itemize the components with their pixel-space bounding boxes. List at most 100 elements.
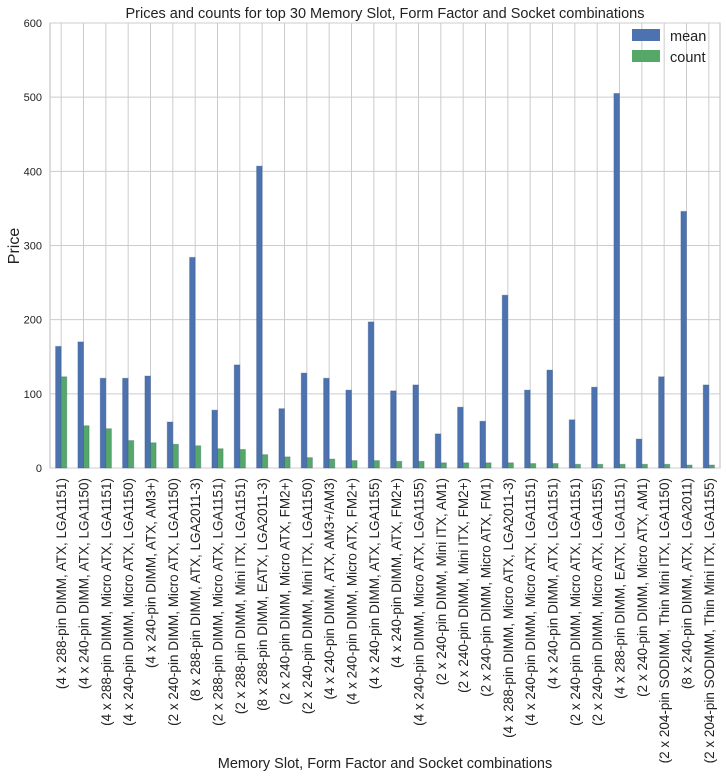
bar-mean xyxy=(55,345,62,469)
bar-count xyxy=(261,454,269,469)
x-tick-label: (2 x 288-pin DIMM, Micro ATX, LGA1151) xyxy=(211,478,226,726)
bar-mean xyxy=(591,386,598,469)
bar-mean xyxy=(702,384,710,469)
x-tick-label: (2 x 240-pin DIMM, Mini ITX, FM2+) xyxy=(456,478,471,693)
bar-count xyxy=(395,460,403,469)
bar-count xyxy=(507,462,514,469)
x-tick-label: (4 x 240-pin DIMM, Micro ATX, LGA1150) xyxy=(121,478,136,726)
x-tick-label: (2 x 288-pin DIMM, Mini ITX, LGA1151) xyxy=(233,478,248,714)
bar-count xyxy=(485,462,492,469)
x-tick-label: (4 x 240-pin DIMM, ATX, LGA1151) xyxy=(546,478,561,689)
y-tick-label: 400 xyxy=(24,166,42,178)
grid xyxy=(50,22,720,469)
bar-count xyxy=(306,457,313,469)
x-tick-label: (2 x 240-pin DIMM, Mini ITX, LGA1150) xyxy=(300,478,315,714)
bar-mean xyxy=(613,92,621,469)
x-tick-label: (2 x 240-pin DIMM, Mini ITX, AM1) xyxy=(434,478,449,685)
y-tick-label: 500 xyxy=(24,92,42,104)
x-tick-label: (4 x 288-pin DIMM, Micro ATX, LGA2011-3) xyxy=(501,478,516,738)
legend-label-count: count xyxy=(670,50,705,66)
bar-count xyxy=(373,460,380,469)
bar-count xyxy=(239,448,246,469)
bar-mean xyxy=(323,377,330,469)
bars xyxy=(55,92,715,469)
bar-count xyxy=(462,462,470,469)
bar-mean xyxy=(635,438,643,469)
y-tick-label: 100 xyxy=(24,389,42,401)
x-tick-label: (4 x 240-pin DIMM, ATX, AM3+) xyxy=(144,478,159,668)
y-axis-label: Price xyxy=(6,228,23,265)
x-tick-label: (2 x 240-pin DIMM, Micro ATX, LGA1150) xyxy=(166,478,181,726)
bar-count xyxy=(127,440,135,469)
bar-count xyxy=(83,425,90,469)
x-tick-label: (4 x 240-pin DIMM, ATX, AM3+/AM3) xyxy=(322,478,337,699)
x-tick-label: (4 x 240-pin DIMM, ATX, LGA1155) xyxy=(367,478,382,689)
bar-mean xyxy=(300,372,308,469)
x-tick-label: (4 x 288-pin DIMM, EATX, LGA1151) xyxy=(613,478,628,699)
bar-mean xyxy=(211,409,218,469)
bar-count xyxy=(172,443,179,469)
x-tick-label: (4 x 288-pin DIMM, ATX, LGA1151) xyxy=(54,478,69,689)
bar-mean xyxy=(166,421,174,469)
bar-mean xyxy=(256,165,263,469)
x-tick-label: (4 x 288-pin DIMM, Micro ATX, LGA1151) xyxy=(99,478,114,726)
x-tick-label: (4 x 240-pin DIMM, Micro ATX, FM2+) xyxy=(345,478,360,705)
x-tick-labels: (4 x 288-pin DIMM, ATX, LGA1151) (4 x 240… xyxy=(54,478,717,763)
bar-mean xyxy=(189,256,196,469)
bar-count xyxy=(619,463,626,469)
x-axis-label: Memory Slot, Form Factor and Socket comb… xyxy=(218,756,552,772)
x-tick-label: (2 x 240-pin DIMM, Micro ATX, FM2+) xyxy=(278,478,293,705)
bar-mean xyxy=(345,389,352,469)
legend-label-mean: mean xyxy=(670,29,706,45)
bar-mean xyxy=(524,389,531,469)
bar-count xyxy=(328,458,336,469)
legend: mean count xyxy=(632,29,706,66)
bar-mean xyxy=(546,369,554,469)
bar-mean xyxy=(457,406,464,469)
x-tick-label: (2 x 240-pin DIMM, Micro ATX, LGA1151) xyxy=(568,478,583,726)
bar-mean xyxy=(77,341,85,469)
bar-count xyxy=(60,376,68,469)
bar-count xyxy=(641,463,648,469)
bar-mean xyxy=(367,321,375,469)
x-tick-label: (4 x 240-pin DIMM, ATX, LGA1150) xyxy=(77,478,92,689)
bar-mean xyxy=(144,375,151,469)
bar-mean xyxy=(412,384,419,469)
bar-mean xyxy=(434,433,442,469)
y-tick-label: 600 xyxy=(24,18,42,30)
bar-mean xyxy=(658,376,665,469)
bar-count xyxy=(663,463,671,469)
bar-count xyxy=(217,448,224,469)
bar-count xyxy=(105,428,112,469)
bar-count xyxy=(596,463,604,469)
x-tick-label: (2 x 240-pin DIMM, Micro ATX, AM1) xyxy=(635,478,650,697)
x-tick-label: (4 x 240-pin DIMM, Micro ATX, LGA1155) xyxy=(412,478,427,726)
bar-count xyxy=(150,442,157,469)
y-tick-label: 300 xyxy=(24,241,42,253)
bar-mean xyxy=(233,364,241,469)
x-tick-label: (2 x 204-pin SODIMM, Thin Mini ITX, LGA1… xyxy=(702,478,717,763)
legend-swatch-mean xyxy=(632,29,660,41)
y-tick-label: 0 xyxy=(36,463,42,475)
x-tick-label: (2 x 240-pin DIMM, Micro ATX, FM1) xyxy=(479,478,494,697)
bar-mean xyxy=(122,377,129,469)
x-tick-label: (2 x 240-pin DIMM, Micro ATX, LGA1155) xyxy=(590,478,605,726)
x-tick-label: (8 x 288-pin DIMM, EATX, LGA2011-3) xyxy=(255,478,270,711)
bar-mean xyxy=(680,210,688,469)
bar-mean xyxy=(568,419,576,469)
bar-mean xyxy=(99,377,107,469)
bar-count xyxy=(708,464,715,469)
x-tick-label: (4 x 240-pin DIMM, Micro ATX, LGA1151) xyxy=(523,478,538,726)
bar-mean xyxy=(278,408,285,469)
bar-count xyxy=(284,456,291,469)
bar-count xyxy=(529,463,537,469)
x-tick-label: (8 x 240-pin DIMM, ATX, LGA2011) xyxy=(680,478,695,689)
chart-title: Prices and counts for top 30 Memory Slot… xyxy=(125,6,644,22)
bar-count xyxy=(194,445,202,469)
bar-count xyxy=(686,464,693,469)
bar-mean xyxy=(479,420,486,469)
bar-count xyxy=(574,463,581,469)
bar-count xyxy=(440,462,447,469)
bar-mean xyxy=(501,294,509,469)
